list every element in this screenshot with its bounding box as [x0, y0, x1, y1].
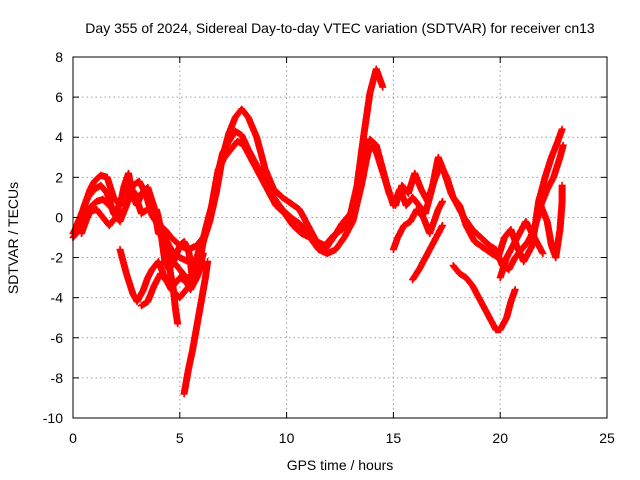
data-marks-track-11 — [496, 218, 547, 282]
y-tick-label: -8 — [51, 370, 64, 386]
x-tick-label: 25 — [599, 430, 615, 446]
y-tick-label: -2 — [51, 250, 64, 266]
y-tick-label: 4 — [55, 129, 63, 145]
data-marks-track-8 — [389, 197, 446, 253]
y-tick-label: 2 — [55, 169, 63, 185]
data-marks-track-13 — [78, 205, 124, 237]
series-track-12 — [537, 181, 566, 262]
series-track-10 — [449, 262, 519, 334]
x-tick-label: 10 — [279, 430, 295, 446]
axes: 0 5 10 15 20 25 -10 -8 -6 -4 -2 0 2 4 6 8 — [43, 49, 615, 446]
chart-title: Day 355 of 2024, Sidereal Day-to-day VTE… — [85, 20, 595, 36]
series-track-9 — [409, 222, 446, 284]
x-axis-label: GPS time / hours — [287, 457, 394, 473]
series-track-7 — [180, 258, 212, 398]
data-marks-track-9 — [409, 222, 446, 284]
data-series — [69, 65, 567, 398]
y-tick-label: 6 — [55, 89, 63, 105]
grid — [73, 57, 607, 418]
y-axis-label: SDTVAR / TECUs — [5, 182, 21, 294]
series-track-13 — [78, 205, 124, 237]
x-tick-label: 20 — [492, 430, 508, 446]
series-track-8 — [389, 197, 446, 253]
x-tick-label: 5 — [176, 430, 184, 446]
series-track-14 — [152, 205, 205, 286]
y-tick-label: -4 — [51, 290, 64, 306]
y-tick-label: -10 — [43, 410, 63, 426]
data-marks-track-14 — [152, 205, 205, 286]
data-marks-track-10 — [449, 262, 519, 334]
x-tick-label: 15 — [386, 430, 402, 446]
y-tick-label: -6 — [51, 330, 64, 346]
x-tick-label: 0 — [69, 430, 77, 446]
series-track-11 — [496, 218, 547, 282]
y-tick-label: 0 — [55, 209, 63, 225]
data-marks-track-7 — [180, 258, 212, 398]
y-tick-label: 8 — [55, 49, 63, 65]
data-marks-track-12 — [537, 181, 566, 262]
plot-frame — [72, 56, 608, 419]
